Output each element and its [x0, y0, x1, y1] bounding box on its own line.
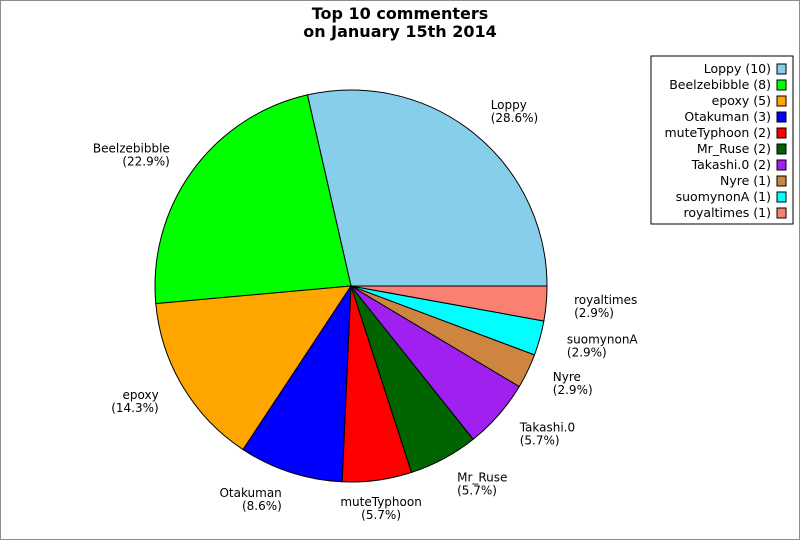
legend-label-suomynona: suomynonA (1) — [676, 189, 771, 204]
slice-label-mutetyphoon: muteTyphoon (5.7%) — [340, 495, 421, 522]
legend-swatch-takashi-0 — [776, 159, 787, 171]
slice-labels: Loppy (28.6%) Beelzebibble (22.9%) epoxy (14.… — [93, 98, 639, 522]
legend-label-royaltimes: royaltimes (1) — [684, 205, 771, 220]
legend-label-nyre: Nyre (1) — [720, 173, 771, 188]
pie-slice-royaltimes — [350, 285, 548, 322]
chart-title-line-1: Top 10 commenters — [312, 4, 489, 23]
legend-swatch-otakuman — [776, 111, 787, 123]
chart-title-line-2: on January 15th 2014 — [303, 22, 497, 41]
pie-slice-otakuman — [242, 284, 352, 483]
pie-slices — [154, 89, 548, 483]
legend-swatch-loppy — [776, 63, 787, 75]
legend-label-takashi-0: Takashi.0 (2) — [691, 157, 771, 172]
legend: Loppy (10)Beelzebibble (8)epoxy (5)Otaku… — [650, 55, 794, 225]
legend-label-mutetyphoon: muteTyphoon (2) — [664, 125, 771, 140]
legend-swatch-epoxy — [776, 95, 787, 107]
legend-swatch-royaltimes — [776, 207, 787, 219]
legend-label-mr-ruse: Mr_Ruse (2) — [697, 141, 771, 156]
pie-slice-beelzebibble — [154, 94, 352, 305]
pie-slice-epoxy — [155, 285, 352, 451]
slice-label-beelzebibble: Beelzebibble (22.9%) — [93, 141, 170, 168]
slice-label-suomynona: suomynonA (2.9%) — [567, 333, 639, 360]
pie-slice-loppy — [306, 89, 548, 287]
legend-label-beelzebibble: Beelzebibble (8) — [669, 77, 771, 92]
legend-swatch-beelzebibble — [776, 79, 787, 91]
legend-swatch-mr-ruse — [776, 143, 787, 155]
legend-swatch-nyre — [776, 175, 787, 187]
legend-label-loppy: Loppy (10) — [704, 61, 771, 76]
slice-label-otakuman: Otakuman (8.6%) — [219, 486, 281, 513]
slice-label-mr-ruse: Mr_Ruse (5.7%) — [457, 470, 507, 497]
legend-swatch-suomynona — [776, 191, 787, 203]
slice-label-royaltimes: royaltimes (2.9%) — [574, 293, 637, 320]
slice-label-takashi-0: Takashi.0 (5.7%) — [519, 420, 575, 447]
legend-box — [650, 55, 794, 225]
legend-label-otakuman: Otakuman (3) — [684, 109, 771, 124]
slice-label-nyre: Nyre (2.9%) — [553, 370, 593, 397]
legend-label-epoxy: epoxy (5) — [712, 93, 771, 108]
slice-label-loppy: Loppy (28.6%) — [491, 98, 538, 125]
legend-swatch-mutetyphoon — [776, 127, 787, 139]
slice-label-epoxy: epoxy (14.3%) — [111, 388, 158, 415]
